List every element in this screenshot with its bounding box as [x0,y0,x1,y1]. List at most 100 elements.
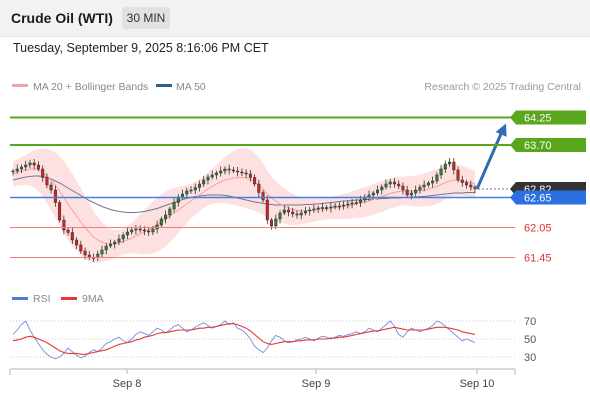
candle-down [70,232,74,241]
candle-down [32,162,36,166]
candle-down [397,183,401,187]
candle-down [244,172,248,175]
candle-down [291,211,295,215]
candle-down [240,171,244,174]
candle-up [422,184,426,188]
candle-up [180,193,184,198]
candle-down [465,182,469,186]
resistance-label: 63.70 [524,140,552,152]
candle-up [282,209,286,214]
candle-down [58,202,62,221]
rsi-ma-line [12,323,476,355]
support-label: 61.45 [524,253,552,265]
candle-down [227,168,231,171]
candle-down [79,244,83,252]
legend: MA 20 + Bollinger Bands MA 50 Research ©… [12,81,581,93]
candle-up [320,207,324,209]
candle-down [248,173,252,178]
candle-up [185,190,189,195]
candle-down [36,164,40,170]
candle-down [62,219,66,231]
pivot-label-bg [516,190,586,205]
resistance-label-bg [516,138,586,152]
candle-up [193,187,197,191]
candle-down [287,209,291,213]
candle-up [172,202,176,210]
copyright-label: Research © 2025 Trading Central [424,81,581,93]
resistance-label-bg [516,110,586,125]
ma9-legend-swatch [61,297,77,300]
candle-down [66,229,70,233]
candle-up [350,202,354,205]
candle-down [83,250,87,256]
candle-down [295,213,299,216]
resistance-label: 64.25 [524,113,552,125]
candle-up [342,204,346,207]
candle-down [325,207,329,209]
ma50-legend-label: MA 50 [176,81,206,93]
candle-up [125,231,129,236]
candle-down [405,189,409,196]
candle-up [333,205,337,208]
instrument-title: Crude Oil (WTI) [11,10,113,26]
projection-arrow [475,130,504,190]
candle-up [164,214,168,220]
candle-down [257,183,261,193]
candle-up [367,194,371,198]
candle-up [418,186,422,191]
candle-up [414,189,418,194]
rsi-line [12,320,476,360]
candle-up [113,241,117,245]
candle-down [231,169,235,172]
candle-down [49,184,53,191]
chart-header: Crude Oil (WTI) 30 MIN [0,0,590,37]
timeframe-badge[interactable]: 30 MIN [122,7,170,29]
candle-up [371,192,375,196]
candle-up [108,243,112,247]
candle-up [134,228,138,231]
candle-up [346,203,350,206]
x-tick-label: Sep 10 [460,378,495,390]
support-label: 62.05 [524,223,552,235]
candle-down [75,239,79,246]
candle-up [443,163,447,170]
candle-down [41,168,45,178]
candle-down [270,219,274,227]
candle-up [15,168,19,172]
candle-up [20,166,24,170]
candle-up [409,192,413,196]
x-axis: Sep 8 Sep 9 Sep 10 [9,368,516,390]
candle-up [299,212,303,216]
resistance-label-pointer [510,110,516,125]
candle-up [439,168,443,176]
candle-up [359,199,363,203]
candle-up [448,161,452,165]
candle-up [189,189,193,192]
resistance-label-pointer [510,138,516,152]
candle-up [431,180,435,184]
rsi-tick-label: 70 [524,316,536,328]
projection-arrow-head [495,123,507,137]
candle-up [214,172,218,176]
candle-up [380,186,384,191]
x-tick-label: Sep 9 [302,378,331,390]
candle-down [236,170,240,173]
candle-down [53,189,57,203]
pivot-label: 62.65 [524,193,552,205]
candle-down [456,169,460,181]
candle-up [197,183,201,188]
candle-up [384,183,388,188]
candle-down [142,229,146,232]
candle-up [168,208,172,216]
ma20-line [12,168,476,245]
candle-up [100,249,104,255]
candle-up [130,229,134,233]
candle-down [265,199,269,221]
candle-up [435,174,439,182]
candle-up [312,208,316,211]
candle-up [202,179,206,185]
candle-up [304,210,308,214]
candle-up [219,170,223,174]
